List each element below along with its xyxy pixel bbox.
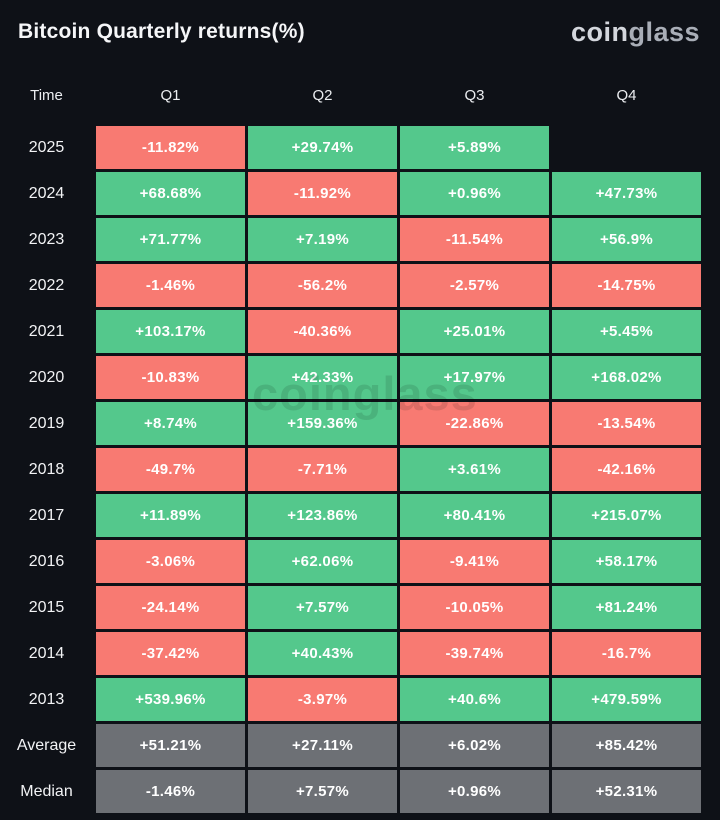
row-label-2014: 2014 [28,644,65,662]
return-cell-2022-q1: -1.46% [96,264,245,307]
row-label-2025: 2025 [28,138,65,156]
return-cell-2024-q2: -11.92% [248,172,397,215]
return-cell-2014-q1: -37.42% [96,632,245,675]
return-cell-2014-q3: -39.74% [400,632,549,675]
return-cell-2023-q1: +71.77% [96,218,245,261]
return-cell-2013-q2: -3.97% [248,678,397,721]
column-header-time: Time [30,86,63,104]
quarterly-returns-table: Time Q1 Q2 Q3 Q4 2025 -11.82% +29.74% +5.89% 2024… [0,80,720,813]
return-cell-2019-q2: +159.36% [248,402,397,445]
return-cell-2019-q1: +8.74% [96,402,245,445]
return-cell-2016-q1: -3.06% [96,540,245,583]
row-label-2023: 2023 [28,230,65,248]
row-label-2015: 2015 [28,598,65,616]
return-cell-2023-q2: +7.19% [248,218,397,261]
return-cell-median-q1: -1.46% [96,770,245,813]
return-cell-2020-q2: +42.33% [248,356,397,399]
row-label-2018: 2018 [28,460,65,478]
return-cell-average-q1: +51.21% [96,724,245,767]
return-cell-2018-q2: -7.71% [248,448,397,491]
row-label-2013: 2013 [28,690,65,708]
return-cell-median-q4: +52.31% [552,770,701,813]
row-label-2024: 2024 [28,184,65,202]
return-cell-2024-q3: +0.96% [400,172,549,215]
column-header-q2: Q2 [312,86,333,104]
return-cell-2015-q2: +7.57% [248,586,397,629]
return-cell-median-q3: +0.96% [400,770,549,813]
logo-text-coin: coin [570,16,629,47]
return-cell-2020-q4: +168.02% [552,356,701,399]
return-cell-2024-q4: +47.73% [552,172,701,215]
widget-header: Bitcoin Quarterly returns(%) coinglass [0,0,720,64]
return-cell-2013-q4: +479.59% [552,678,701,721]
row-label-average: Average [16,736,77,754]
return-cell-2018-q4: -42.16% [552,448,701,491]
return-cell-2014-q4: -16.7% [552,632,701,675]
return-cell-2020-q3: +17.97% [400,356,549,399]
return-cell-2025-q2: +29.74% [248,126,397,169]
row-label-2017: 2017 [28,506,65,524]
return-cell-2025-q4 [552,126,701,169]
return-cell-2022-q4: -14.75% [552,264,701,307]
return-cell-2025-q3: +5.89% [400,126,549,169]
return-cell-2016-q2: +62.06% [248,540,397,583]
coinglass-logo[interactable]: coinglass [570,16,700,47]
column-header-q1: Q1 [160,86,181,104]
column-header-q4: Q4 [616,86,637,104]
return-cell-2017-q3: +80.41% [400,494,549,537]
return-cell-2025-q1: -11.82% [96,126,245,169]
return-cell-average-q4: +85.42% [552,724,701,767]
return-cell-2019-q4: -13.54% [552,402,701,445]
column-header-q3: Q3 [464,86,485,104]
row-label-2020: 2020 [28,368,65,386]
return-cell-2019-q3: -22.86% [400,402,549,445]
return-cell-2015-q1: -24.14% [96,586,245,629]
return-cell-2014-q2: +40.43% [248,632,397,675]
row-label-2021: 2021 [28,322,65,340]
return-cell-2015-q3: -10.05% [400,586,549,629]
return-cell-2021-q1: +103.17% [96,310,245,353]
return-cell-2020-q1: -10.83% [96,356,245,399]
row-label-2022: 2022 [28,276,65,294]
return-cell-average-q3: +6.02% [400,724,549,767]
return-cell-2024-q1: +68.68% [96,172,245,215]
page-title: Bitcoin Quarterly returns(%) [18,20,305,43]
return-cell-2021-q4: +5.45% [552,310,701,353]
return-cell-2015-q4: +81.24% [552,586,701,629]
return-cell-2016-q4: +58.17% [552,540,701,583]
return-cell-average-q2: +27.11% [248,724,397,767]
return-cell-2023-q4: +56.9% [552,218,701,261]
logo-text-glass: glass [628,16,700,47]
return-cell-2022-q3: -2.57% [400,264,549,307]
return-cell-2017-q4: +215.07% [552,494,701,537]
return-cell-2013-q1: +539.96% [96,678,245,721]
return-cell-2021-q2: -40.36% [248,310,397,353]
row-label-2016: 2016 [28,552,65,570]
return-cell-2018-q3: +3.61% [400,448,549,491]
return-cell-2018-q1: -49.7% [96,448,245,491]
return-cell-2017-q1: +11.89% [96,494,245,537]
return-cell-median-q2: +7.57% [248,770,397,813]
return-cell-2016-q3: -9.41% [400,540,549,583]
return-cell-2017-q2: +123.86% [248,494,397,537]
return-cell-2021-q3: +25.01% [400,310,549,353]
row-label-median: Median [20,782,73,800]
return-cell-2023-q3: -11.54% [400,218,549,261]
return-cell-2022-q2: -56.2% [248,264,397,307]
return-cell-2013-q3: +40.6% [400,678,549,721]
row-label-2019: 2019 [28,414,65,432]
